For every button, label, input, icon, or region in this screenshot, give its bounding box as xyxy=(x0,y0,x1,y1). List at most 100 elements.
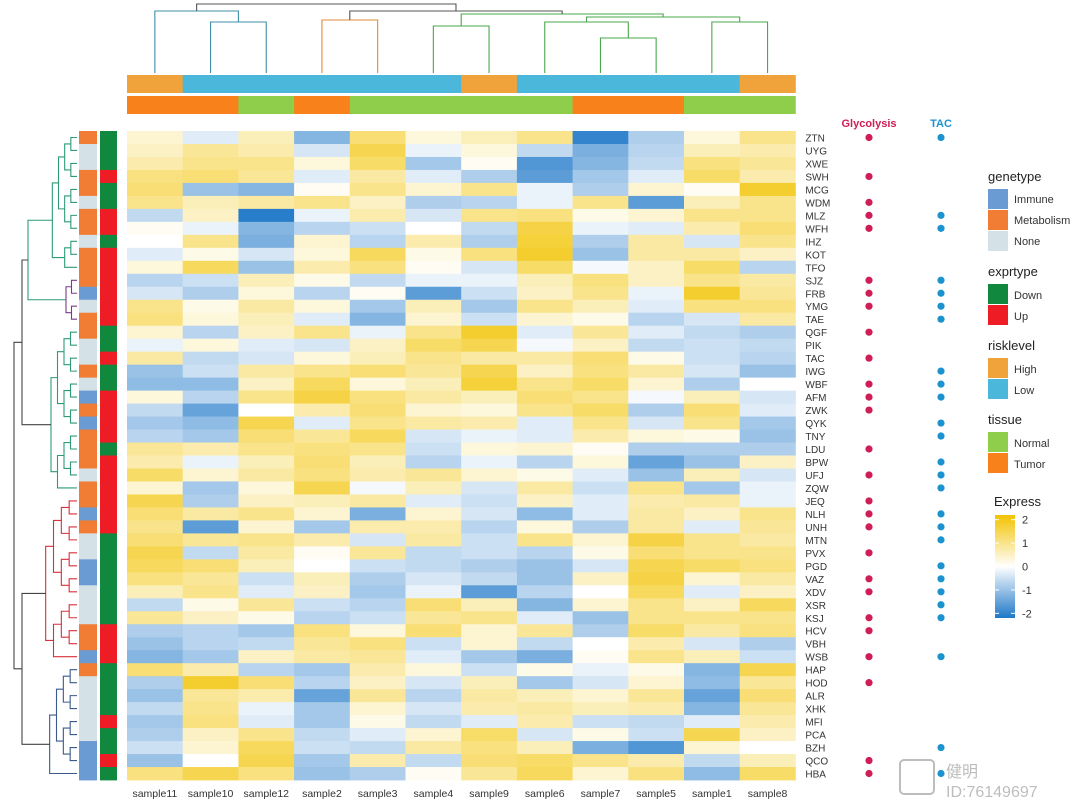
column-dendrogram xyxy=(154,3,769,73)
gene-label-HAP: HAP xyxy=(805,666,826,677)
heatmap-cell-TNY-sample9 xyxy=(461,429,518,443)
sample-label-sample6: sample6 xyxy=(525,788,565,800)
heatmap-cell-MFI-sample4 xyxy=(405,715,462,729)
heatmap-cell-FRB-sample4 xyxy=(405,286,462,301)
heatmap-cell-MTN-sample8 xyxy=(739,533,796,547)
row-dendro-branch xyxy=(62,675,71,703)
heatmap-cell-IHZ-sample2 xyxy=(294,234,351,249)
legend-tissue: tissue Normal Tumor xyxy=(988,412,1049,473)
gene-label-WBF: WBF xyxy=(805,380,827,391)
heatmap-cell-XSR-sample3 xyxy=(349,598,406,612)
heatmap-cell-AFM-sample5 xyxy=(628,390,685,404)
heatmap-cell-MTN-sample11 xyxy=(127,533,184,547)
heatmap-cell-VAZ-sample5 xyxy=(628,572,685,586)
gene-label-VBH: VBH xyxy=(805,640,826,651)
heatmap-cell-ZTN-sample4 xyxy=(405,131,462,145)
genetype-cell-BPW xyxy=(79,455,97,469)
col-dendro-branch xyxy=(210,21,267,73)
exprtype-cell-MTN xyxy=(100,533,117,547)
heatmap-cell-MCG-sample3 xyxy=(349,182,406,197)
row-dendro-branch xyxy=(52,623,77,658)
gene-label-TAC: TAC xyxy=(805,354,824,365)
heatmap-cell-UNH-sample9 xyxy=(461,520,518,534)
row-dendro-branch xyxy=(65,286,72,314)
heatmap-cell-XDV-sample3 xyxy=(349,585,406,599)
heatmap-cell-QCO-sample4 xyxy=(405,754,462,768)
heatmap-cell-UNH-sample7 xyxy=(572,520,629,534)
tac-dot-BZH xyxy=(937,743,945,752)
heatmap-cell-IWG-sample5 xyxy=(628,364,685,379)
heatmap-cell-PVX-sample6 xyxy=(516,546,573,560)
heatmap-cell-SWH-sample2 xyxy=(294,169,351,184)
heatmap-cell-KSJ-sample11 xyxy=(127,611,184,625)
sample-label-sample3: sample3 xyxy=(358,788,398,800)
heatmap-cell-XDV-sample4 xyxy=(405,585,462,599)
row-dendro-branch xyxy=(63,338,71,366)
heatmap-cell-JEQ-sample10 xyxy=(182,494,239,508)
heatmap-cell-TNY-sample4 xyxy=(405,429,462,443)
heatmap-cell-WFH-sample3 xyxy=(349,221,406,236)
heatmap-cell-QGF-sample4 xyxy=(405,325,462,340)
gene-label-MLZ: MLZ xyxy=(805,211,825,222)
heatmap-cell-NLH-sample6 xyxy=(516,507,573,521)
heatmap-cell-HAP-sample2 xyxy=(294,663,351,677)
gene-label-KSJ: KSJ xyxy=(805,614,823,625)
exprtype-cell-MFI xyxy=(100,715,117,729)
heatmap-cell-QCO-sample1 xyxy=(684,754,741,768)
glycolysis-dot-VAZ xyxy=(865,575,873,583)
gene-label-BPW: BPW xyxy=(805,458,828,469)
glycolysis-dot-LDU xyxy=(865,445,873,453)
heatmap-cell-QGF-sample1 xyxy=(684,325,741,340)
heatmap-cell-WSB-sample4 xyxy=(405,650,462,664)
heatmap-cell-PCA-sample6 xyxy=(516,728,573,742)
heatmap-cell-LDU-sample12 xyxy=(238,442,295,456)
heatmap-cell-UNH-sample3 xyxy=(349,520,406,534)
heatmap-cell-MCG-sample6 xyxy=(516,182,573,197)
row-dendro-branch xyxy=(55,688,64,742)
heatmap-cell-WDM-sample2 xyxy=(294,195,351,210)
heatmap-cell-KOT-sample10 xyxy=(182,247,239,262)
tissue-cell-sample8 xyxy=(739,96,796,114)
legend-label-metabolism: Metabolism xyxy=(1014,215,1070,227)
heatmap-cell-MFI-sample10 xyxy=(182,715,239,729)
glycolysis-dot-SWH xyxy=(865,172,873,181)
heatmap-cell-ZTN-sample10 xyxy=(182,131,239,145)
heatmap-cell-PVX-sample4 xyxy=(405,546,462,560)
heatmap-cell-WSB-sample3 xyxy=(349,650,406,664)
exprtype-cell-NLH xyxy=(100,507,117,521)
row-dendro-branch xyxy=(68,500,77,515)
genetype-cell-ZWK xyxy=(79,403,97,417)
exprtype-cell-WFH xyxy=(100,221,117,236)
heatmap-cell-MFI-sample5 xyxy=(628,715,685,729)
heatmap-cell-SWH-sample7 xyxy=(572,169,629,184)
genetype-cell-WDM xyxy=(79,195,97,210)
tissue-cell-sample11 xyxy=(127,96,184,114)
heatmap-cell-ZQW-sample10 xyxy=(182,481,239,495)
gene-label-FRB: FRB xyxy=(805,289,825,300)
heatmap-cell-WBF-sample6 xyxy=(516,377,573,391)
heatmap-cell-HOD-sample8 xyxy=(739,676,796,690)
heatmap-cell-WFH-sample11 xyxy=(127,221,184,236)
row-dendro-branch xyxy=(68,604,77,619)
heatmap-cell-QCO-sample2 xyxy=(294,754,351,768)
heatmap-cell-XDV-sample9 xyxy=(461,585,518,599)
heatmap-cell-ZTN-sample1 xyxy=(684,131,741,145)
legend-title-genetype: genetype xyxy=(988,169,1042,184)
heatmap-cell-PCA-sample5 xyxy=(628,728,685,742)
heatmap-cell-PCA-sample9 xyxy=(461,728,518,742)
heatmap-cell-QYK-sample11 xyxy=(127,416,184,430)
gene-label-HOD: HOD xyxy=(805,679,827,690)
heatmap-cell-WBF-sample4 xyxy=(405,377,462,391)
genetype-cell-AFM xyxy=(79,390,97,404)
heatmap-cell-HBA-sample9 xyxy=(461,767,518,781)
heatmap-cell-IWG-sample9 xyxy=(461,364,518,379)
exprtype-cell-PCA xyxy=(100,728,117,742)
exprtype-cell-IWG xyxy=(100,364,117,379)
heatmap-cell-AFM-sample1 xyxy=(684,390,741,404)
row-dendro-branch xyxy=(69,357,77,372)
heatmap-cell-MLZ-sample4 xyxy=(405,208,462,223)
heatmap-cell-VBH-sample3 xyxy=(349,637,406,651)
legend-title-tissue: tissue xyxy=(988,412,1022,427)
gene-label-YMG: YMG xyxy=(805,302,828,313)
heatmap-cell-MCG-sample5 xyxy=(628,182,685,197)
